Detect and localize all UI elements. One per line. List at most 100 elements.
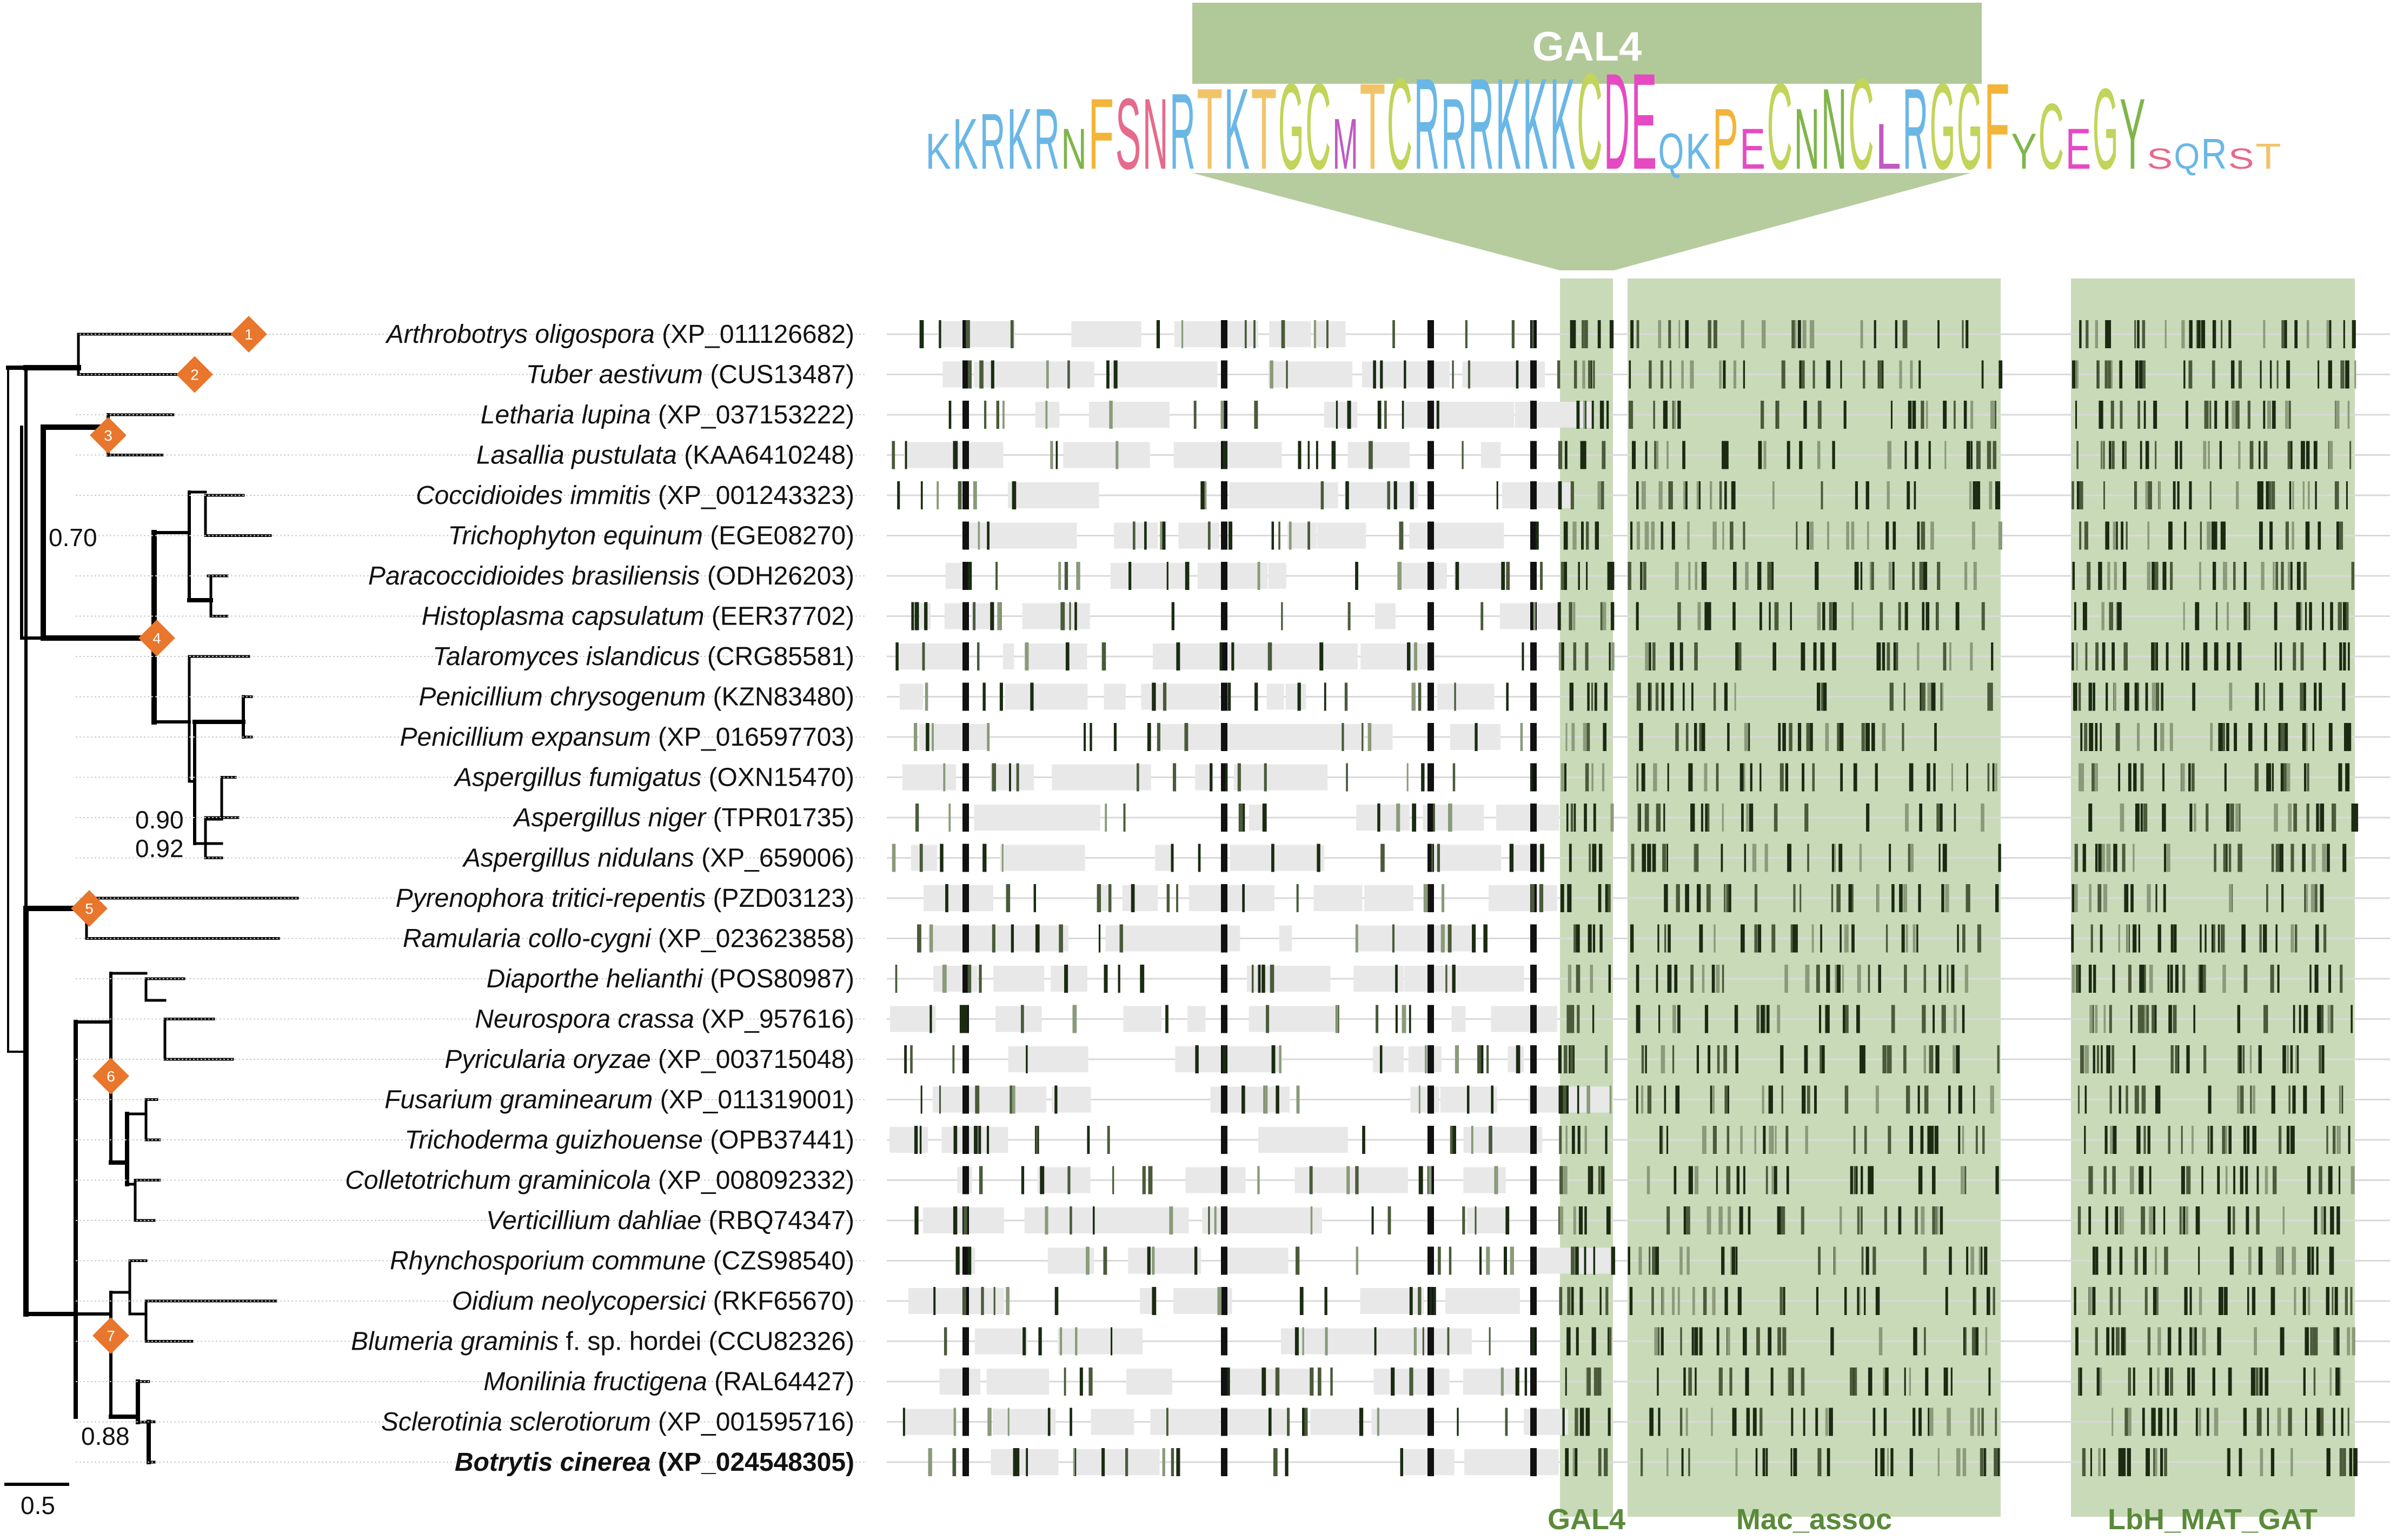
alignment-residue: [2082, 763, 2084, 792]
alignment-residue: [1990, 1085, 1994, 1114]
alignment-residue: [1663, 401, 1665, 429]
alignment-residue: [1861, 1246, 1864, 1275]
alignment-residue: [2173, 481, 2176, 509]
alignment-residue: [2247, 1287, 2249, 1315]
alignment-residue: [1271, 844, 1274, 872]
alignment-residue: [1011, 924, 1014, 953]
logo-residue-28: K: [1685, 123, 1711, 180]
alignment-residue: [2132, 924, 2137, 953]
alignment-gap-block: [1266, 683, 1284, 710]
alignment-residue: [1985, 1327, 1988, 1356]
alignment-residue: [2092, 1287, 2096, 1315]
alignment-residue: [1605, 884, 1609, 912]
alignment-residue: [2330, 602, 2333, 630]
alignment-residue: [1782, 723, 1786, 751]
alignment-residue: [1638, 804, 1640, 832]
alignment-residue: [1964, 965, 1969, 993]
alignment-residue: [2136, 723, 2140, 751]
alignment-residue: [2192, 682, 2196, 711]
alignment-residue: [1719, 360, 1722, 389]
alignment-residue: [1861, 1045, 1865, 1073]
taxon-label: Penicillium expansum (XP_016597703): [400, 723, 855, 752]
alignment-residue: [2099, 1368, 2102, 1396]
alignment-gap-block: [1436, 805, 1484, 831]
alignment-residue: [1462, 441, 1464, 469]
alignment-residue: [1925, 1368, 1929, 1396]
alignment-residue: [1591, 1327, 1594, 1356]
alignment-residue: [1399, 521, 1404, 550]
alignment-anchor: [1530, 804, 1537, 832]
alignment-residue: [1402, 401, 1404, 429]
alignment-residue: [1002, 401, 1005, 429]
alignment-residue: [2242, 1045, 2245, 1073]
alignment-residue: [2199, 1408, 2201, 1436]
taxon-label: Aspergillus fumigatus (OXN15470): [453, 764, 854, 792]
alignment-residue: [2219, 441, 2222, 469]
alignment-anchor: [1530, 1408, 1537, 1436]
alignment-gap-block: [1347, 442, 1410, 468]
alignment-residue: [1007, 1408, 1010, 1436]
alignment-residue: [1465, 320, 1468, 348]
alignment-residue: [1694, 844, 1699, 872]
alignment-residue: [1929, 1408, 1934, 1436]
alignment-residue: [1857, 1287, 1860, 1315]
alignment-residue: [2323, 642, 2326, 671]
alignment-gap-block: [924, 885, 994, 911]
alignment-residue: [2117, 602, 2121, 630]
alignment-residue: [1589, 844, 1591, 872]
alignment-residue: [1658, 481, 1663, 509]
alignment-residue: [1685, 320, 1689, 348]
alignment-residue: [2290, 1448, 2293, 1476]
alignment-residue: [1060, 602, 1065, 630]
alignment-residue: [1181, 320, 1184, 348]
alignment-residue: [1279, 1045, 1282, 1073]
alignment-residue: [1522, 642, 1524, 671]
alignment-residue: [1257, 1166, 1260, 1194]
alignment-residue: [2102, 642, 2106, 671]
alignment-residue: [2256, 1408, 2261, 1436]
alignment-residue: [1307, 441, 1310, 469]
alignment-residue: [1699, 924, 1703, 953]
alignment-residue: [2109, 1005, 2112, 1033]
alignment-residue: [2270, 1287, 2275, 1315]
alignment-residue: [2322, 844, 2327, 872]
alignment-residue: [2330, 1005, 2334, 1033]
alignment-residue: [1913, 924, 1916, 953]
alignment-residue: [1871, 723, 1875, 751]
taxon-accession: (XP_016597703): [651, 723, 854, 752]
alignment-residue: [2078, 682, 2081, 711]
alignment-residue: [1962, 1126, 1964, 1154]
alignment-residue: [1927, 1126, 1931, 1154]
logo-residue-2: R: [980, 98, 1006, 186]
alignment-row: [887, 804, 2390, 832]
alignment-residue: [987, 723, 990, 751]
logo-residue-37: G: [1930, 58, 1956, 195]
alignment-residue: [1953, 1005, 1957, 1033]
alignment-residue: [2177, 481, 2180, 509]
alignment-residue: [1636, 763, 1639, 792]
alignment-residue: [1755, 1448, 1758, 1476]
taxon-accession: (XP_001243323): [651, 481, 854, 510]
alignment-residue: [2318, 360, 2320, 389]
alignment-gap-block: [1158, 724, 1231, 750]
alignment-residue: [1362, 1126, 1365, 1154]
alignment-residue: [1724, 481, 1727, 509]
alignment-residue: [2084, 1126, 2086, 1154]
alignment-residue: [1817, 401, 1822, 429]
alignment-residue: [1694, 642, 1698, 671]
alignment-residue: [1515, 1368, 1519, 1396]
logo-residue-25: D: [1604, 46, 1630, 198]
alignment-residue: [1598, 1166, 1601, 1194]
alignment-residue: [1425, 1045, 1427, 1073]
alignment-residue: [2115, 1327, 2120, 1356]
alignment-residue: [1832, 602, 1837, 630]
alignment-residue: [1718, 1206, 1722, 1234]
alignment-residue: [2105, 1206, 2108, 1234]
alignment-residue: [1750, 763, 1752, 792]
alignment-residue: [2154, 1005, 2157, 1033]
diamond-icon: [92, 1317, 129, 1354]
alignment-gap-block: [1513, 845, 1544, 871]
alignment-row: [887, 441, 2390, 469]
alignment-residue: [2345, 1287, 2348, 1315]
alignment-residue: [1870, 1166, 1874, 1194]
